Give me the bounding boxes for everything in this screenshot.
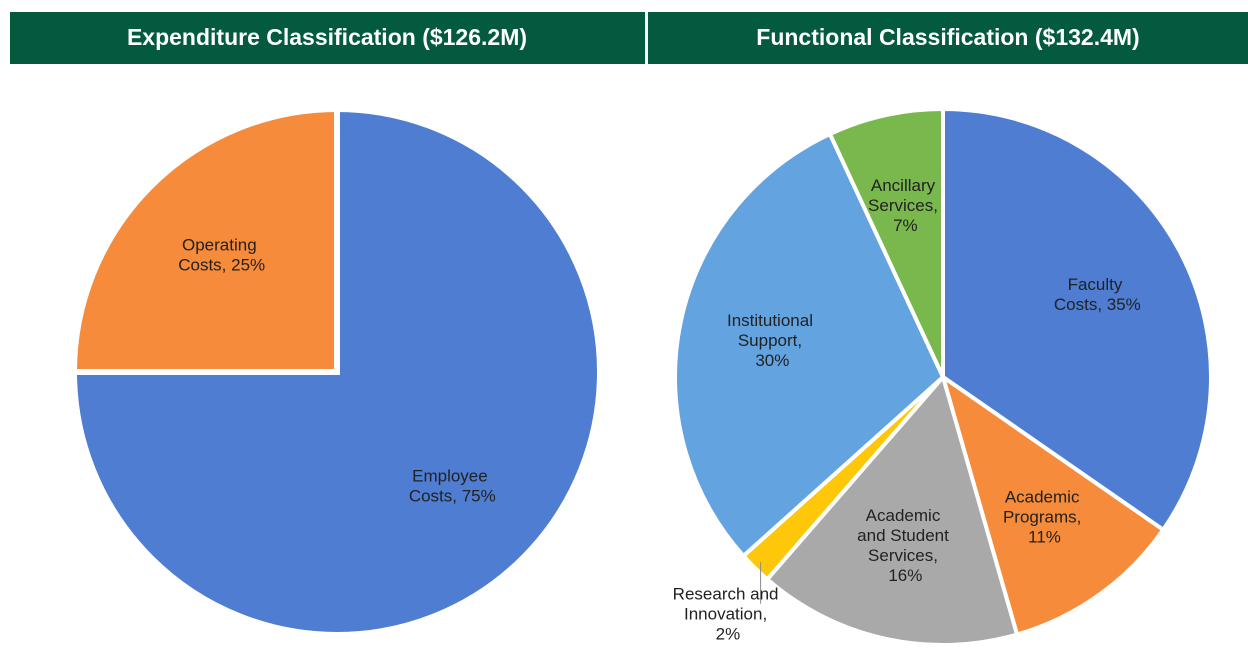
pie-slice [827, 106, 945, 378]
pie-slice [941, 106, 1213, 533]
pie-slice [939, 372, 1166, 638]
data-label: Faculty Costs, 35% [1054, 276, 1141, 315]
data-label: Research and Innovation, 2% [673, 585, 784, 644]
data-label: Operating Costs, 25% [178, 236, 265, 275]
data-label: Institutional Support, 30% [727, 312, 818, 371]
data-label: Ancillary Services, 7% [868, 176, 943, 235]
header-bar [10, 12, 645, 64]
chart-title: Functional Classification ($132.4M) [756, 24, 1139, 50]
pie-slice [70, 105, 340, 375]
pie-slice [764, 372, 1020, 647]
data-label: Academic Programs, 11% [1003, 488, 1086, 547]
data-label: Academic and Student Services, 16% [857, 507, 953, 586]
pie-slice [673, 131, 946, 559]
chart-title: Expenditure Classification ($126.2M) [127, 24, 527, 50]
header-bar [648, 12, 1248, 64]
pie-slice [70, 105, 603, 638]
data-label: Employee Costs, 75% [409, 467, 496, 506]
